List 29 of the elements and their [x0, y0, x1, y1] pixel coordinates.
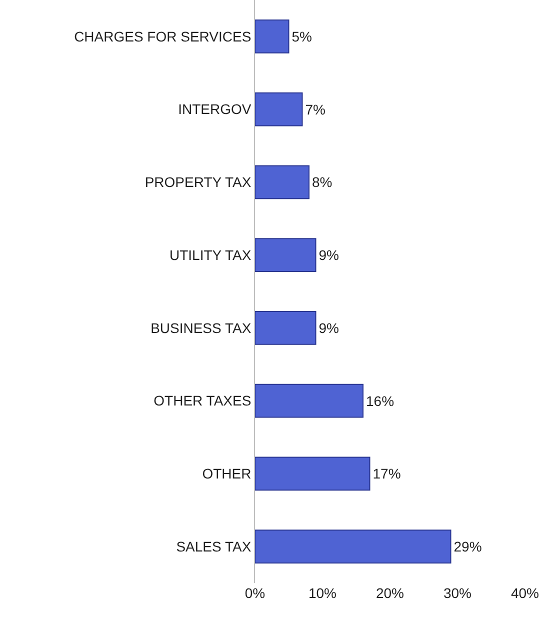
x-tick-label: 10% — [308, 585, 337, 601]
y-tick-label: OTHER — [202, 466, 252, 482]
data-label: 5% — [292, 28, 312, 44]
bar — [255, 311, 316, 345]
bar — [255, 384, 364, 418]
x-tick-label: 0% — [244, 585, 266, 601]
x-tick-label: 20% — [376, 585, 404, 601]
y-tick-label: CHARGES FOR SERVICES — [74, 28, 252, 44]
data-label: 9% — [318, 247, 339, 264]
data-label: 7% — [305, 101, 326, 118]
x-tick-label: 40% — [510, 585, 540, 601]
bar — [255, 238, 316, 272]
data-label: 16% — [366, 392, 394, 409]
bar — [255, 20, 290, 54]
data-label: 17% — [372, 466, 401, 482]
bar — [255, 456, 370, 491]
x-tick-label: 30% — [443, 585, 472, 601]
data-label: 9% — [318, 320, 339, 336]
y-tick-label: OTHER TAXES — [154, 392, 252, 409]
data-label: 29% — [454, 538, 482, 555]
y-tick-label: BUSINESS TAX — [150, 320, 252, 336]
data-label: 8% — [312, 174, 332, 190]
bar — [255, 530, 452, 564]
y-tick-label: INTERGOV — [178, 101, 252, 118]
y-tick-label: UTILITY TAX — [169, 246, 252, 263]
y-tick-label: PROPERTY TAX — [144, 174, 252, 190]
y-tick-label: SALES TAX — [176, 538, 252, 554]
bar — [255, 92, 303, 126]
bar — [255, 165, 310, 200]
